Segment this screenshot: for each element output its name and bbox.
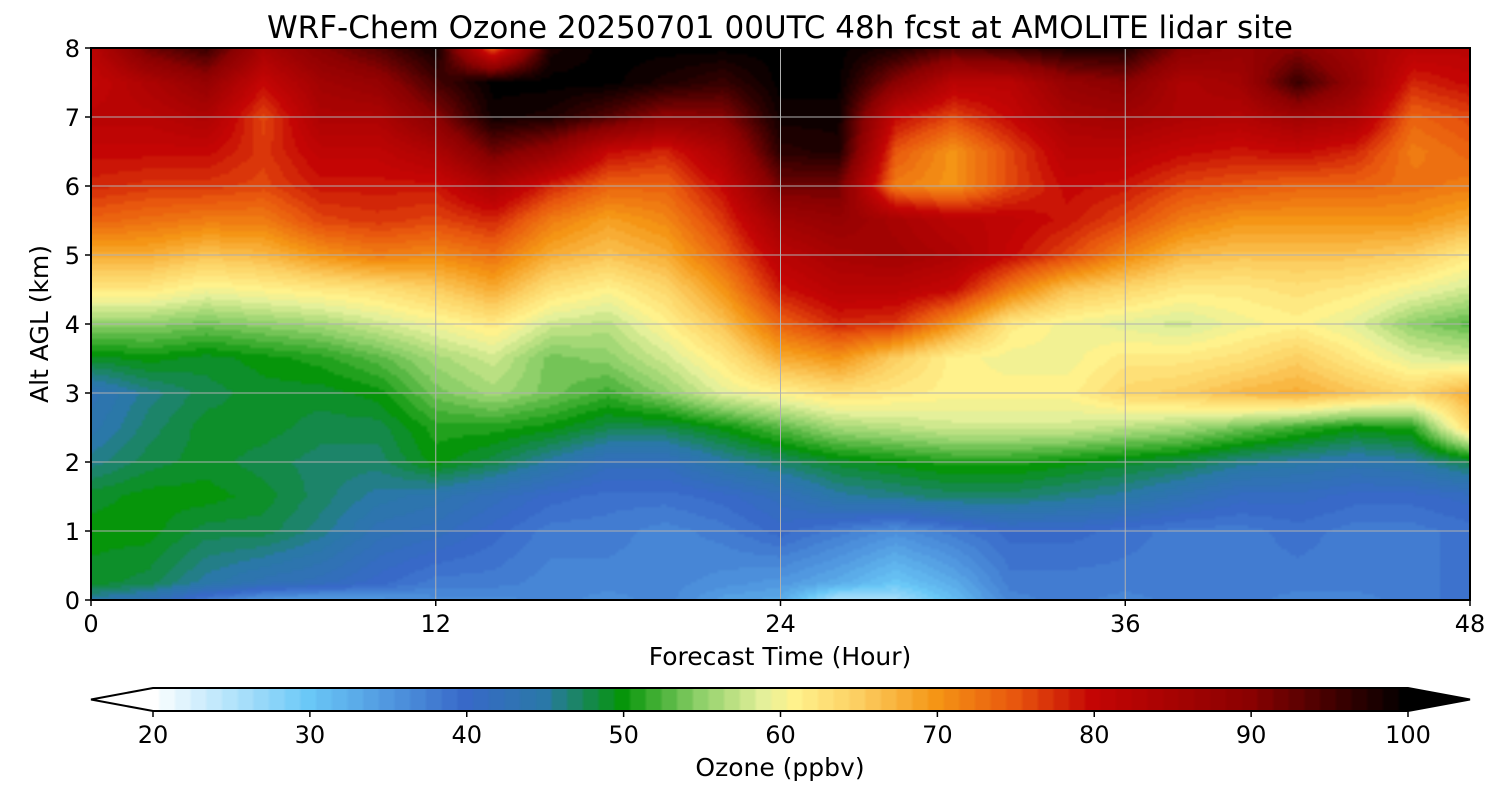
x-tick-label: 24 [765, 610, 796, 638]
y-tick-label: 4 [65, 311, 80, 339]
y-axis-label: Alt AGL (km) [25, 245, 54, 403]
colorbar-label: Ozone (ppbv) [695, 753, 864, 782]
y-tick-label: 7 [65, 104, 80, 132]
y-tick-label: 0 [65, 587, 80, 615]
colorbar-tick-label: 40 [451, 721, 482, 749]
y-tick-label: 1 [65, 518, 80, 546]
y-axis-ticks: 0 1 2 3 4 5 6 7 8 [65, 35, 91, 615]
y-tick-label: 5 [65, 242, 80, 270]
colorbar-tick-label: 90 [1236, 721, 1267, 749]
y-tick-label: 6 [65, 173, 80, 201]
colorbar-tick-label: 80 [1079, 721, 1110, 749]
y-tick-label: 3 [65, 380, 80, 408]
colorbar-tick-label: 60 [765, 721, 796, 749]
x-tick-label: 36 [1110, 610, 1141, 638]
chart-title: WRF-Chem Ozone 20250701 00UTC 48h fcst a… [267, 10, 1293, 46]
colorbar: 20 30 40 50 60 70 80 90 100 Ozone (ppbv) [90, 687, 1471, 782]
colorbar-tick-label: 100 [1385, 721, 1431, 749]
y-tick-label: 8 [65, 35, 80, 63]
colorbar-tick-label: 50 [608, 721, 639, 749]
colorbar-tick-label: 20 [138, 721, 169, 749]
x-axis-ticks: 0 12 24 36 48 [83, 600, 1485, 638]
x-tick-label: 0 [83, 610, 98, 638]
colorbar-tick-label: 30 [295, 721, 326, 749]
x-axis-label: Forecast Time (Hour) [649, 642, 912, 671]
colorbar-low-extension [91, 688, 153, 711]
colorbar-gradient [153, 688, 1408, 711]
y-tick-label: 2 [65, 449, 80, 477]
x-tick-label: 12 [420, 610, 451, 638]
colorbar-high-extension [1408, 688, 1470, 711]
colorbar-ticks: 20 30 40 50 60 70 80 90 100 [138, 711, 1431, 749]
grid-lines [91, 48, 1470, 600]
x-tick-label: 48 [1455, 610, 1486, 638]
colorbar-tick-label: 70 [922, 721, 953, 749]
